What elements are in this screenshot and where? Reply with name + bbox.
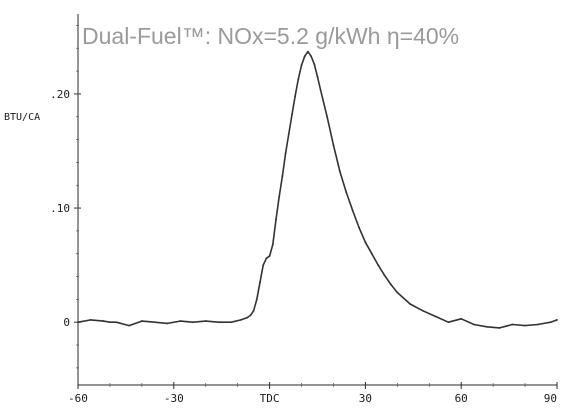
data-point: [140, 320, 143, 322]
data-point: [310, 55, 313, 58]
data-point: [498, 327, 501, 329]
data-point: [358, 226, 360, 229]
data-point: [326, 115, 328, 118]
data-point: [316, 75, 319, 78]
data-point: [364, 241, 367, 244]
data-point: [303, 55, 306, 58]
x-tick-label: -30: [164, 392, 184, 405]
series-line: [77, 50, 558, 329]
data-point: [281, 175, 284, 177]
data-point: [255, 298, 258, 301]
data-point: [252, 309, 255, 312]
data-point: [239, 319, 242, 321]
data-point: [77, 321, 79, 324]
data-point: [485, 325, 488, 328]
data-point: [294, 95, 297, 98]
data-point: [351, 209, 354, 212]
chart-title: Dual-Fuel™: NOx=5.2 g/kWh η=40%: [82, 23, 459, 49]
data-point: [313, 63, 316, 66]
data-point: [230, 321, 233, 324]
data-point: [377, 264, 380, 267]
data-point: [300, 64, 303, 67]
data-point: [275, 218, 277, 221]
data-point: [179, 320, 182, 322]
data-point: [319, 89, 322, 92]
data-point: [447, 321, 450, 324]
data-point: [434, 315, 437, 318]
x-tick-label: -60: [68, 392, 88, 405]
data-point: [217, 321, 220, 324]
data-point: [115, 321, 118, 324]
data-point: [291, 113, 293, 116]
data-point: [271, 243, 274, 246]
x-tick-label: TDC: [260, 392, 280, 405]
data-point: [556, 319, 558, 321]
data-point: [473, 323, 475, 326]
data-point: [345, 191, 348, 193]
data-point: [383, 274, 386, 277]
plot-frame: [77, 14, 557, 386]
data-point: [153, 321, 156, 324]
data-point: [338, 170, 341, 173]
data-point: [268, 255, 271, 257]
y-axis-label: BTU/CA: [4, 112, 40, 123]
y-tick-label: .10: [50, 202, 70, 215]
data-point: [460, 317, 463, 320]
data-point: [284, 152, 287, 155]
data-point: [265, 257, 268, 260]
data-point: [409, 303, 412, 305]
x-tick-label: 30: [359, 392, 372, 405]
data-point: [166, 322, 169, 325]
y-tick-label: 0: [63, 316, 70, 329]
x-tick-label: 90: [544, 392, 557, 405]
y-ticks: .20 .10 0: [50, 25, 81, 369]
data-point: [524, 324, 526, 327]
data-point: [297, 78, 300, 80]
data-point: [536, 323, 539, 326]
data-point: [421, 309, 424, 312]
data-point: [396, 291, 399, 294]
series-layer: [77, 50, 558, 329]
data-point: [204, 320, 207, 322]
data-point: [192, 321, 194, 324]
data-point: [259, 281, 261, 284]
data-point: [307, 50, 309, 53]
data-point: [128, 324, 130, 327]
data-point: [246, 316, 249, 319]
data-point: [109, 321, 111, 324]
data-point: [390, 283, 392, 286]
y-tick-label: .20: [50, 88, 70, 101]
x-ticks: -60 -30 TDC 30 60 90: [68, 382, 558, 405]
data-point: [332, 144, 335, 147]
data-point: [278, 195, 281, 198]
data-point: [249, 314, 252, 317]
data-point: [511, 323, 514, 326]
data-point: [102, 320, 105, 322]
data-point: [89, 319, 92, 321]
data-point: [549, 321, 552, 324]
data-point: [370, 252, 373, 255]
x-tick-label: 60: [455, 392, 468, 405]
data-point: [262, 264, 265, 267]
data-point: [287, 132, 290, 135]
